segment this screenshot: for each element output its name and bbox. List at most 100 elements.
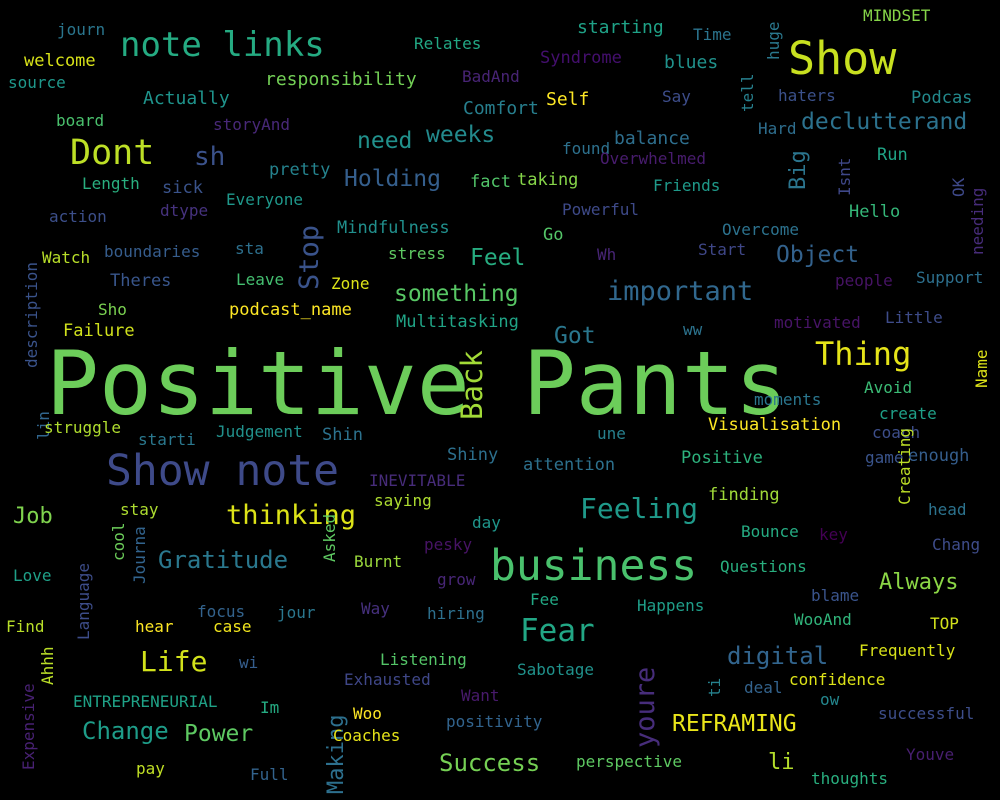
word-fear: Fear	[520, 613, 595, 649]
word-multitasking: Multitasking	[396, 312, 519, 332]
word-cool: cool	[109, 522, 128, 561]
word-way: Way	[361, 599, 390, 618]
word-thinking: thinking	[226, 500, 357, 531]
word-chang: Chang	[932, 535, 981, 554]
word-need: need	[357, 128, 413, 154]
word-moments: moments	[754, 390, 822, 409]
word-feeling: Feeling	[580, 492, 699, 525]
word-top: TOP	[930, 614, 959, 633]
word-leave: Leave	[236, 270, 285, 289]
word-deal: deal	[744, 678, 783, 697]
word-positive-pants: Positive Pants	[46, 332, 788, 435]
word-une: une	[597, 424, 626, 443]
word-life: Life	[140, 645, 208, 678]
word-questions: Questions	[720, 557, 807, 576]
word-thing: Thing	[815, 335, 912, 373]
word-overcome: Overcome	[722, 220, 800, 239]
word-big: Big	[786, 150, 811, 190]
word-thoughts: thoughts	[811, 769, 889, 788]
word-jour: jour	[277, 603, 316, 622]
word-pesky: pesky	[424, 535, 473, 554]
word-gratitude: Gratitude	[158, 546, 289, 574]
word-creating: Creating	[895, 427, 914, 505]
word-mindset: MINDSET	[863, 6, 931, 25]
word-welcome: welcome	[24, 51, 96, 71]
word-people: people	[835, 271, 893, 290]
word-sho: Sho	[98, 300, 127, 319]
word-ow: ow	[820, 690, 840, 709]
word-finding: finding	[708, 485, 780, 505]
word-zone: Zone	[331, 274, 370, 293]
word-visualisation: Visualisation	[708, 415, 842, 435]
word-important: important	[607, 276, 754, 307]
word-reframing: REFRAMING	[672, 711, 797, 737]
word-badand: BadAnd	[462, 67, 520, 86]
word-time: Time	[693, 25, 732, 44]
word-inevitable: INEVITABLE	[369, 471, 466, 490]
word-say: Say	[662, 87, 691, 106]
word-name: Name	[972, 349, 991, 388]
word-haters: haters	[778, 86, 836, 105]
word-mindfulness: Mindfulness	[337, 218, 450, 238]
word-huge: huge	[764, 21, 783, 60]
word-entrepreneurial: ENTREPRENEURIAL	[73, 692, 218, 711]
word-positive: Positive	[681, 448, 763, 468]
word-blame: blame	[811, 586, 860, 605]
word-show-note: Show note	[106, 446, 339, 496]
word-case: case	[213, 617, 252, 636]
word-fact: fact	[470, 172, 511, 192]
word-enough: enough	[908, 446, 970, 466]
word-coach: coach	[872, 423, 921, 442]
word-listening: Listening	[380, 650, 467, 669]
word-hard: Hard	[758, 119, 797, 138]
word-journ: journ	[57, 20, 106, 39]
word-game: game	[865, 448, 904, 467]
word-description: description	[22, 262, 41, 368]
word-woo: Woo	[353, 704, 382, 723]
word-taking: taking	[517, 170, 579, 190]
word-actually: Actually	[143, 88, 230, 109]
word-watch: Watch	[42, 248, 91, 267]
word-expensive: Expensive	[19, 683, 38, 770]
word-bounce: Bounce	[741, 522, 799, 541]
word-fee: Fee	[530, 590, 559, 609]
word-boundaries: boundaries	[104, 242, 201, 261]
word-stop: Stop	[294, 224, 325, 290]
word-day: day	[472, 513, 501, 532]
word-digital: digital	[727, 642, 829, 670]
word-weeks: weeks	[426, 122, 496, 148]
word-confidence: confidence	[789, 670, 886, 689]
word-burnt: Burnt	[354, 552, 403, 571]
word-wooand: WooAnd	[794, 610, 852, 629]
word-ahhh: Ahhh	[38, 646, 57, 685]
word-theres: Theres	[110, 271, 172, 291]
word-asked: Asked	[320, 513, 339, 562]
word-comfort: Comfort	[463, 98, 539, 119]
word-responsibility: responsibility	[265, 69, 417, 90]
word-everyone: Everyone	[226, 190, 304, 209]
word-holding: Holding	[344, 166, 441, 192]
word-stay: stay	[120, 500, 159, 519]
word-language: Language	[74, 562, 93, 640]
word-sta: sta	[235, 239, 264, 258]
word-wh: Wh	[597, 245, 617, 264]
word-go: Go	[543, 225, 564, 245]
word-business: business	[490, 541, 698, 591]
word-attention: attention	[523, 455, 616, 475]
word-sh: sh	[194, 142, 226, 172]
word-hear: hear	[135, 617, 174, 636]
word-dtype: dtype	[160, 201, 209, 220]
word-show: Show	[788, 32, 897, 85]
word-podcast-name: podcast_name	[229, 300, 352, 320]
word-judgement: Judgement	[216, 422, 303, 441]
word-change: Change	[82, 717, 169, 745]
word-self: Self	[546, 89, 590, 110]
word-found: found	[562, 139, 611, 158]
word-youve: Youve	[906, 745, 955, 764]
word-object: Object	[776, 242, 860, 268]
word-stress: stress	[388, 244, 446, 263]
word-ti: ti	[705, 677, 724, 697]
word-back: Back	[455, 350, 489, 420]
word-ww: ww	[683, 320, 703, 339]
